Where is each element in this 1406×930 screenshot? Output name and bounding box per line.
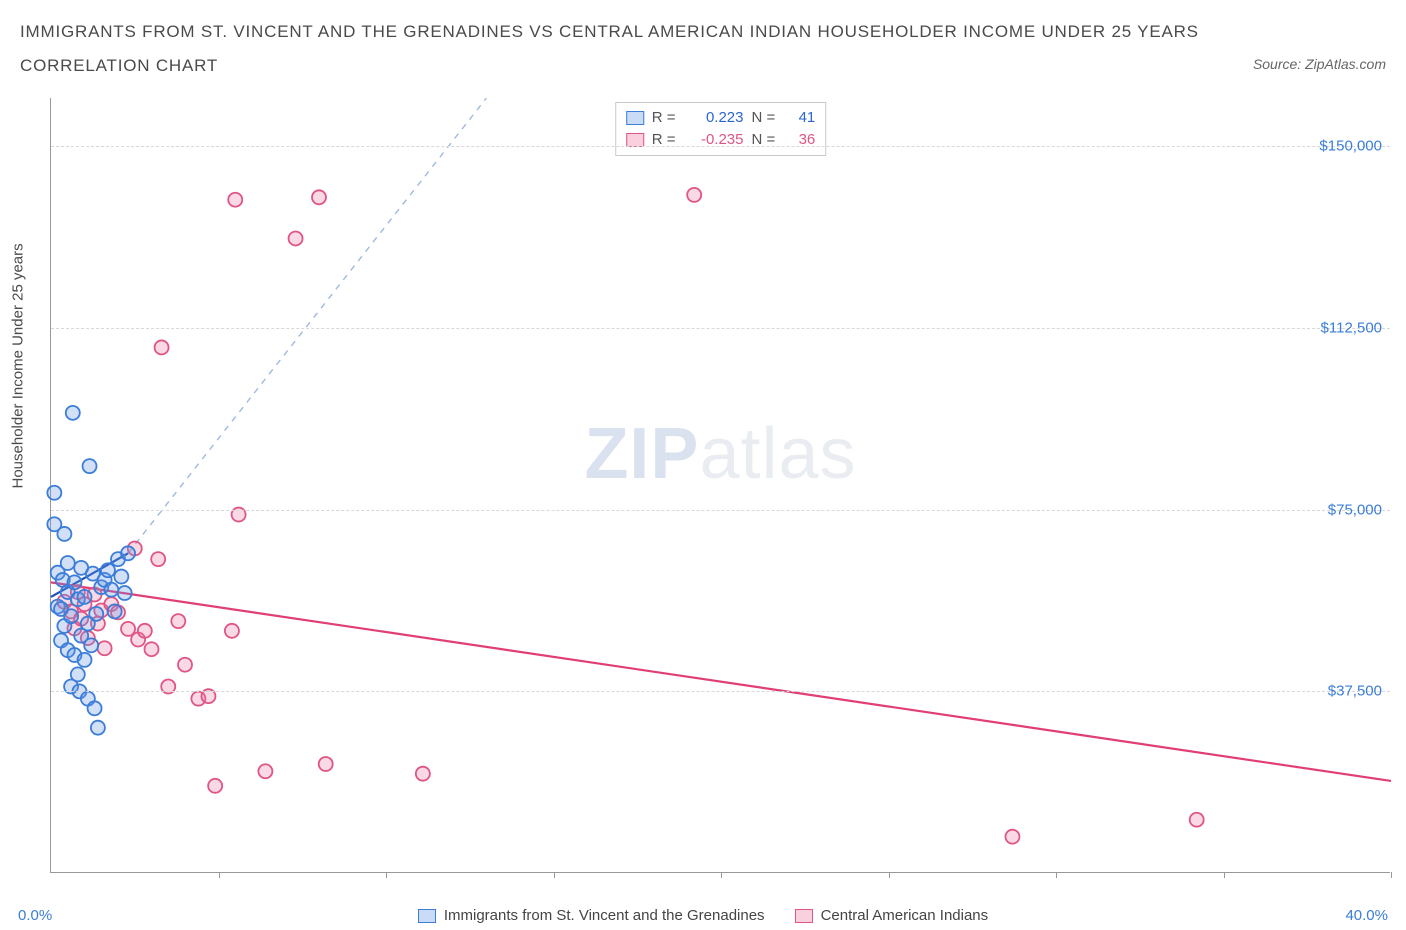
chart-title-line2: CORRELATION CHART — [20, 56, 1386, 76]
bottom-legend-item-blue: Immigrants from St. Vincent and the Gren… — [418, 907, 765, 924]
r-label: R = — [652, 107, 676, 129]
legend-swatch-blue — [626, 111, 644, 125]
scatter-point-blue — [104, 583, 118, 597]
scatter-point-pink — [225, 624, 239, 638]
n-value-pink: 36 — [783, 129, 815, 151]
scatter-point-blue — [101, 563, 115, 577]
x-tick — [1391, 872, 1392, 878]
scatter-point-pink — [171, 614, 185, 628]
scatter-point-blue — [66, 406, 80, 420]
n-label: N = — [752, 129, 776, 151]
scatter-point-pink — [312, 190, 326, 204]
scatter-point-blue — [57, 527, 71, 541]
scatter-point-blue — [84, 638, 98, 652]
scatter-point-pink — [138, 624, 152, 638]
scatter-point-blue — [91, 721, 105, 735]
scatter-plot-svg — [51, 98, 1390, 872]
scatter-point-blue — [78, 653, 92, 667]
scatter-point-pink — [151, 552, 165, 566]
legend-swatch-pink — [626, 133, 644, 147]
legend-row-pink: R = -0.235 N = 36 — [626, 129, 816, 151]
scatter-point-blue — [89, 607, 103, 621]
scatter-point-pink — [289, 231, 303, 245]
gridline — [51, 510, 1390, 511]
y-tick-label: $150,000 — [1319, 138, 1382, 155]
scatter-point-blue — [121, 546, 135, 560]
gridline — [51, 146, 1390, 147]
gridline — [51, 328, 1390, 329]
n-label: N = — [752, 107, 776, 129]
scatter-point-blue — [118, 586, 132, 600]
scatter-point-pink — [319, 757, 333, 771]
x-tick — [1224, 872, 1225, 878]
scatter-point-blue — [108, 604, 122, 618]
scatter-point-blue — [71, 667, 85, 681]
r-label: R = — [652, 129, 676, 151]
legend-swatch-pink — [795, 909, 813, 923]
chart-title-line1: IMMIGRANTS FROM ST. VINCENT AND THE GREN… — [20, 22, 1386, 42]
x-tick — [219, 872, 220, 878]
correlation-legend-box: R = 0.223 N = 41 R = -0.235 N = 36 — [615, 102, 827, 156]
chart-plot-area: ZIPatlas R = 0.223 N = 41 R = -0.235 N =… — [50, 98, 1390, 873]
legend-row-blue: R = 0.223 N = 41 — [626, 107, 816, 129]
source-attribution: Source: ZipAtlas.com — [1253, 56, 1386, 72]
n-value-blue: 41 — [783, 107, 815, 129]
scatter-point-pink — [145, 642, 159, 656]
scatter-point-blue — [114, 570, 128, 584]
y-tick-label: $37,500 — [1328, 683, 1382, 700]
scatter-point-blue — [64, 609, 78, 623]
x-tick — [554, 872, 555, 878]
x-tick — [1056, 872, 1057, 878]
legend-swatch-blue — [418, 909, 436, 923]
x-tick — [721, 872, 722, 878]
y-tick-label: $75,000 — [1328, 501, 1382, 518]
scatter-point-pink — [228, 193, 242, 207]
scatter-point-pink — [416, 767, 430, 781]
scatter-point-pink — [155, 340, 169, 354]
scatter-point-blue — [47, 486, 61, 500]
gridline — [51, 691, 1390, 692]
scatter-point-pink — [98, 641, 112, 655]
trend-line-blue-dash — [128, 98, 486, 553]
y-axis-title: Householder Income Under 25 years — [10, 243, 27, 488]
scatter-point-blue — [88, 701, 102, 715]
r-value-blue: 0.223 — [684, 107, 744, 129]
x-tick — [386, 872, 387, 878]
scatter-point-blue — [83, 459, 97, 473]
bottom-legend-label-blue: Immigrants from St. Vincent and the Gren… — [444, 907, 765, 924]
bottom-legend-label-pink: Central American Indians — [821, 907, 989, 924]
y-tick-label: $112,500 — [1321, 320, 1382, 337]
scatter-point-blue — [61, 556, 75, 570]
trend-line-pink — [51, 582, 1391, 781]
scatter-point-pink — [178, 658, 192, 672]
scatter-point-pink — [1005, 830, 1019, 844]
scatter-point-pink — [1190, 813, 1204, 827]
scatter-point-blue — [78, 590, 92, 604]
x-tick — [889, 872, 890, 878]
scatter-point-pink — [687, 188, 701, 202]
r-value-pink: -0.235 — [684, 129, 744, 151]
scatter-point-pink — [258, 764, 272, 778]
scatter-point-pink — [208, 779, 222, 793]
bottom-legend: Immigrants from St. Vincent and the Gren… — [0, 907, 1406, 924]
bottom-legend-item-pink: Central American Indians — [795, 907, 989, 924]
scatter-point-blue — [67, 575, 81, 589]
